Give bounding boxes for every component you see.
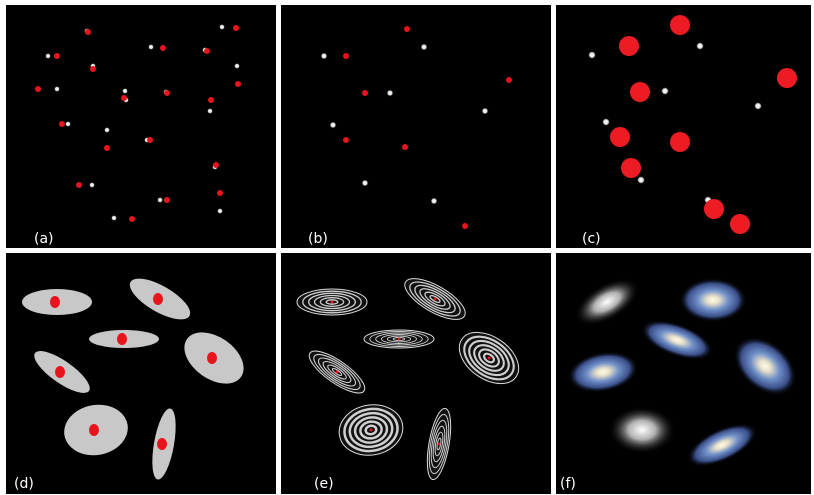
panel-label: (b) <box>308 231 328 247</box>
star <box>588 51 596 59</box>
red-point <box>343 137 349 143</box>
red-point <box>213 162 219 168</box>
star <box>217 208 223 214</box>
star <box>362 180 369 187</box>
red-center <box>331 301 334 304</box>
panel-a <box>6 5 276 248</box>
red-disk <box>610 127 630 147</box>
red-center <box>488 357 491 360</box>
red-blob <box>153 293 163 305</box>
red-point <box>462 223 468 229</box>
star <box>89 182 95 188</box>
red-point <box>404 26 410 32</box>
red-point <box>233 25 239 31</box>
red-center <box>438 443 441 446</box>
red-point <box>54 53 60 59</box>
star <box>45 53 51 59</box>
star <box>637 176 645 184</box>
star <box>65 121 71 127</box>
star <box>207 108 213 114</box>
red-point <box>506 77 512 83</box>
red-disk <box>777 68 797 88</box>
star <box>219 24 225 30</box>
star <box>754 102 762 110</box>
red-blob <box>55 366 65 378</box>
star <box>104 127 110 133</box>
red-blob <box>50 296 60 308</box>
star <box>321 53 328 60</box>
red-point <box>85 29 91 35</box>
star <box>157 197 163 203</box>
star <box>482 108 489 115</box>
red-blob <box>89 424 99 436</box>
red-point <box>104 145 110 151</box>
red-disk <box>630 82 650 102</box>
red-center <box>336 371 339 374</box>
page: (a) (b) (c) (d) (e) (f) (() => { const d… <box>0 0 814 495</box>
figure: (a) (b) (c) (d) (e) (f) <box>0 0 814 495</box>
star <box>661 87 669 95</box>
red-point <box>208 97 214 103</box>
red-disk <box>670 15 690 35</box>
red-disk <box>704 199 724 219</box>
panel-b <box>281 5 551 248</box>
star <box>54 86 60 92</box>
red-blob <box>207 352 217 364</box>
panel-label: (c) <box>582 231 601 247</box>
panel-label: (a) <box>34 231 54 247</box>
star <box>431 198 438 205</box>
red-point <box>402 144 408 150</box>
red-center <box>434 298 437 301</box>
red-point <box>129 216 135 222</box>
star <box>234 63 240 69</box>
panel-label: (e) <box>314 476 334 492</box>
star <box>148 44 154 50</box>
red-point <box>343 53 349 59</box>
red-point <box>217 190 223 196</box>
panel-label: (f) <box>560 476 576 492</box>
red-blob <box>157 438 167 450</box>
red-disk <box>621 158 641 178</box>
star <box>330 122 337 129</box>
red-point <box>121 95 127 101</box>
panel-label: (d) <box>14 476 34 492</box>
red-center <box>398 338 401 341</box>
star <box>111 215 117 221</box>
star <box>421 44 428 51</box>
panel-c <box>556 5 811 248</box>
red-center <box>370 429 373 432</box>
red-disk <box>730 214 750 234</box>
star <box>602 118 610 126</box>
red-point <box>235 81 241 87</box>
red-point <box>362 90 368 96</box>
star <box>122 88 128 94</box>
red-disk <box>670 132 690 152</box>
star <box>696 42 704 50</box>
galaxy <box>679 278 747 322</box>
red-point <box>160 45 166 51</box>
red-point <box>164 90 170 96</box>
red-point <box>204 48 210 54</box>
red-point <box>164 197 170 203</box>
red-point <box>76 182 82 188</box>
red-disk <box>619 36 639 56</box>
red-point <box>147 137 153 143</box>
galaxy <box>608 406 676 454</box>
red-point <box>59 121 65 127</box>
star <box>387 90 394 97</box>
red-blob <box>117 333 127 345</box>
red-point <box>35 86 41 92</box>
red-point <box>90 66 96 72</box>
